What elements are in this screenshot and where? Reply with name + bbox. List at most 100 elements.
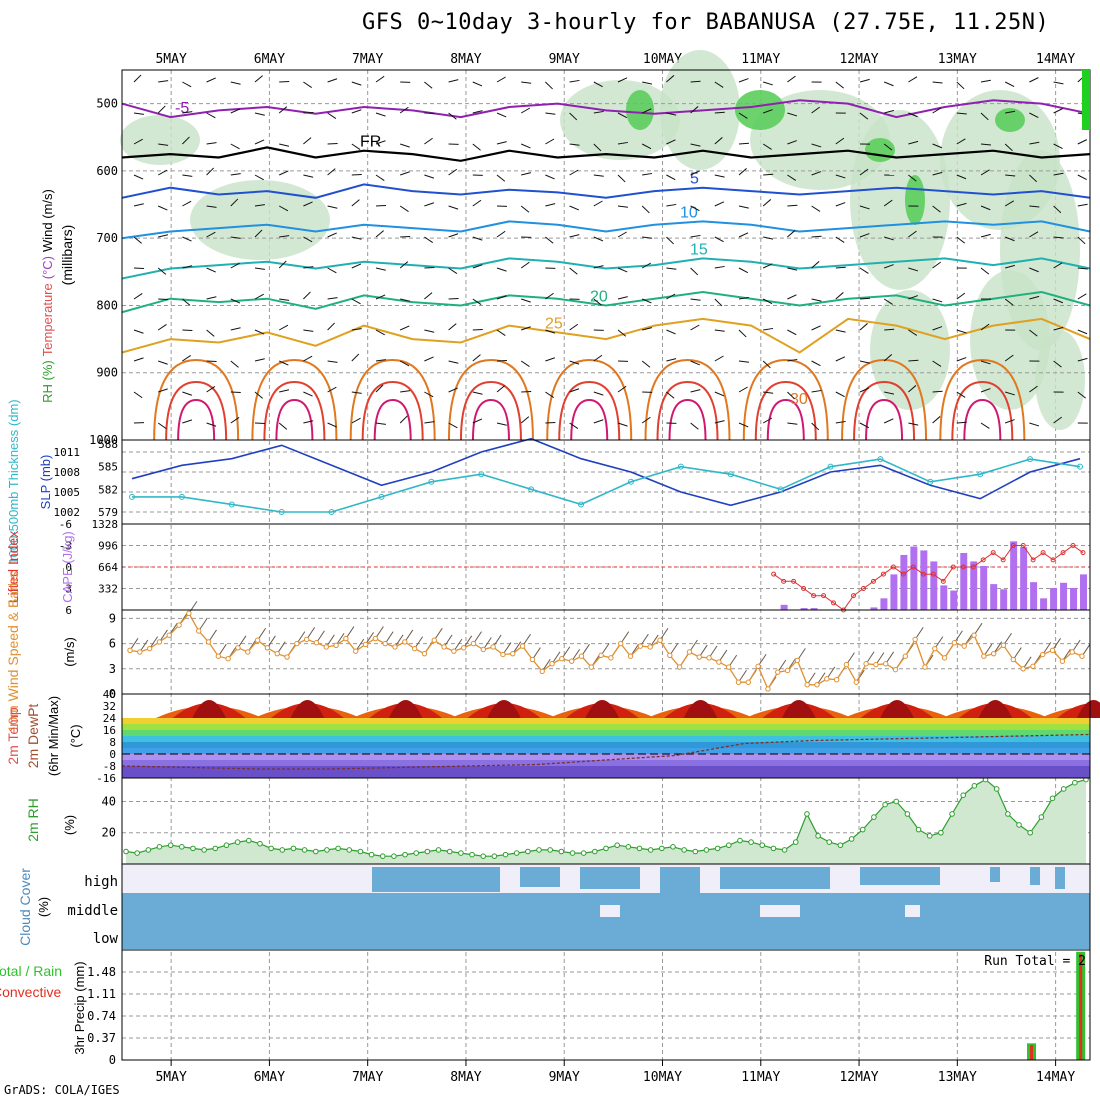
- wind-barb: [182, 298, 191, 306]
- wind-barb: [1053, 143, 1063, 149]
- wind-tick-9: 9: [109, 611, 116, 625]
- precip-conv-bar: [1079, 954, 1083, 1060]
- wind-barb: [545, 112, 556, 115]
- wind-barb: [472, 264, 483, 269]
- wind-barb: [811, 325, 821, 331]
- rh-point: [525, 848, 531, 855]
- wind-barb: [617, 329, 627, 337]
- wind-barb: [351, 81, 362, 86]
- wind-speed-point: [863, 661, 869, 667]
- wind-barb: [763, 109, 773, 114]
- cape-tick-996: 996: [98, 540, 118, 553]
- wind-barb: [980, 112, 989, 121]
- wind-barb: [932, 143, 943, 149]
- wind-barb: [520, 205, 530, 213]
- wind-barb: [327, 205, 338, 209]
- wind-barb: [303, 137, 312, 145]
- wind-barb: [593, 200, 603, 207]
- precip-tick-0: 0: [109, 1053, 116, 1067]
- cloud-high: [1030, 867, 1040, 885]
- rh-point: [391, 853, 397, 859]
- wind-barb: [472, 110, 483, 114]
- cape-bar: [1000, 589, 1008, 610]
- wind-barb: [835, 420, 846, 424]
- wind-barb: [254, 391, 263, 399]
- wind-barb: [158, 388, 168, 393]
- rh-point: [234, 839, 241, 845]
- wind-barb: [424, 137, 433, 145]
- chart-title: GFS 0~10day 3-hourly for BABANUSA (27.75…: [362, 10, 1050, 35]
- wind-barb: [884, 264, 894, 269]
- wind-barb: [254, 174, 264, 181]
- wind-barb: [666, 329, 676, 335]
- rh-point: [938, 829, 944, 836]
- thickness-point: [378, 493, 385, 500]
- wind-barb: [980, 79, 991, 83]
- wind-speed-point: [196, 628, 202, 634]
- wind-barb: [641, 143, 652, 150]
- wind-barb: [254, 139, 265, 145]
- wind-barb: [932, 326, 943, 331]
- wind-barb: [932, 261, 941, 269]
- cloud-gap: [905, 905, 920, 917]
- wind-barb: [932, 390, 943, 393]
- rh-shading: [870, 290, 950, 410]
- rh-point: [1060, 786, 1067, 792]
- wind-barb: [956, 202, 967, 207]
- panel-frame-precip: [121, 949, 1091, 1061]
- temp-band: [122, 748, 1090, 754]
- wind-barb: [521, 143, 531, 149]
- wind-barb: [811, 235, 822, 238]
- wind-speed-point: [647, 644, 653, 650]
- surface-contour: [177, 398, 216, 441]
- slp-label: SLP (mb): [38, 455, 53, 510]
- wind-barb: [1053, 360, 1062, 368]
- x-label-bottom-11MAY: 11MAY: [741, 1070, 780, 1085]
- wind-barb: [835, 391, 845, 398]
- upper-air-unit: (millibars): [59, 225, 75, 286]
- x-label-top-6MAY: 6MAY: [254, 52, 285, 67]
- wind-barb: [278, 106, 288, 114]
- wind-barb: [1005, 391, 1015, 396]
- wind-barb: [811, 298, 822, 302]
- wind-speed-point: [166, 632, 172, 638]
- wind-barb: [472, 199, 482, 207]
- x-label-bottom-9MAY: 9MAY: [549, 1070, 580, 1085]
- wind-barb: [762, 360, 771, 369]
- wind-barb: [448, 267, 458, 275]
- pressure-tick-900: 900: [96, 366, 118, 380]
- cape-bar: [1040, 598, 1048, 610]
- wind-barb: [351, 328, 362, 331]
- wind-barb: [1053, 205, 1062, 214]
- rh-tick-40: 40: [102, 794, 116, 808]
- rh-point: [257, 840, 263, 847]
- wind-barb: [375, 230, 384, 238]
- wind-speed-point: [824, 676, 830, 682]
- surface-contour: [447, 358, 534, 441]
- wind-barb: [206, 267, 216, 273]
- wind-barb: [1077, 203, 1088, 207]
- wind-speed-point: [745, 679, 752, 685]
- rh-high-shading: [626, 90, 654, 130]
- cape-bar: [990, 584, 998, 610]
- rh-point: [502, 851, 509, 858]
- wind-speed-point: [667, 652, 673, 659]
- wind-barb: [1077, 391, 1086, 399]
- x-label-top-8MAY: 8MAY: [450, 52, 481, 67]
- temp-max-area: [388, 700, 423, 718]
- wind-barb: [1077, 174, 1087, 180]
- wind-barb: [133, 203, 144, 207]
- wind-barb: [811, 261, 820, 269]
- cloud-high: [860, 867, 940, 885]
- wind-barb: [666, 112, 677, 116]
- wind-barb: [763, 327, 774, 331]
- rh-point: [435, 847, 442, 853]
- surface-contour: [742, 358, 829, 441]
- thickness-point: [129, 493, 135, 500]
- li-tick-0: 6: [65, 604, 72, 617]
- wind-barb: [593, 265, 604, 269]
- wind-barb: [375, 267, 386, 271]
- rh-point: [670, 844, 676, 850]
- wind-barb: [278, 205, 289, 212]
- wind-barb: [714, 236, 724, 243]
